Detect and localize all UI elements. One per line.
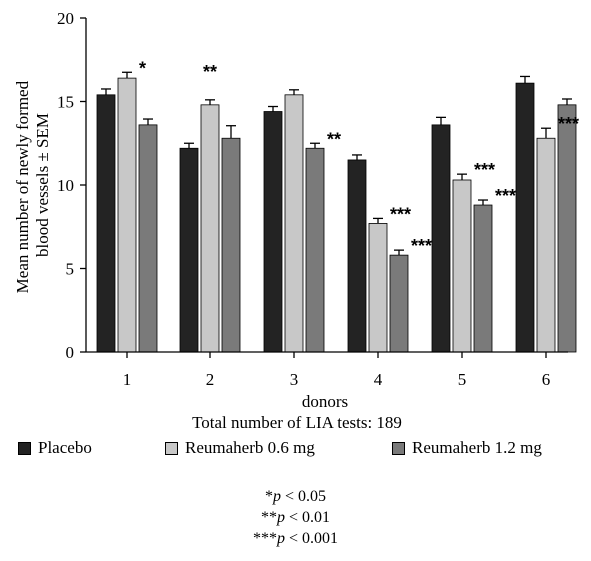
significance-label: ** [203, 62, 217, 82]
y-axis-label-line-1: Mean number of newly formed [13, 80, 32, 293]
legend-swatch-reumaherb-12 [392, 441, 405, 455]
bar-donor6-series1 [536, 137, 556, 353]
bar-donor2-series1 [200, 104, 220, 353]
x-tick-label: 3 [290, 370, 299, 389]
x-ticks-group: 1 2 3 4 5 6 [123, 352, 551, 389]
footnote-p0001: ***p < 0.001 [252, 530, 339, 547]
chart-subtitle: Total number of LIA tests: 189 [192, 413, 402, 432]
significance-label: *** [495, 186, 516, 206]
bar-donor5-series2 [473, 204, 493, 353]
significance-label: *** [558, 114, 579, 134]
bar-donor4-series1 [368, 223, 388, 353]
significance-label: *** [411, 236, 432, 256]
legend-swatch-placebo [18, 441, 31, 455]
bar-donor2-series2 [221, 137, 241, 353]
bar-donor3-series2 [305, 147, 325, 353]
legend-label-reumaherb-12: Reumaherb 1.2 mg [412, 438, 542, 457]
y-tick-label: 20 [57, 9, 74, 28]
bar-donor2-series0 [179, 147, 199, 353]
x-tick-label: 6 [542, 370, 551, 389]
y-tick-label: 10 [57, 176, 74, 195]
significance-group: * ******************* [139, 58, 579, 256]
y-axis-label: Mean number of newly formed blood vessel… [13, 77, 52, 294]
x-axis-label: donors [302, 392, 348, 411]
significance-label: ** [327, 129, 341, 149]
y-tick-label: 5 [66, 260, 75, 279]
y-ticks-group: 0 5 10 15 20 [57, 9, 86, 362]
significance-label: *** [474, 160, 495, 180]
x-tick-label: 1 [123, 370, 132, 389]
bar-donor6-series0 [515, 82, 535, 353]
significance-label: *** [390, 204, 411, 224]
bar-donor5-series0 [431, 124, 451, 353]
y-axis-label-line-2: blood vessels ± SEM [33, 113, 52, 257]
legend: Placebo Reumaherb 0.6 mg Reumaherb 1.2 m… [0, 438, 591, 462]
y-tick-label: 15 [57, 93, 74, 112]
bar-donor1-series0 [96, 94, 116, 353]
x-tick-label: 5 [458, 370, 467, 389]
bar-donor3-series0 [263, 111, 283, 353]
legend-label-placebo: Placebo [38, 438, 92, 457]
bar-donor4-series0 [347, 159, 367, 353]
x-tick-label: 4 [374, 370, 383, 389]
legend-item-placebo: Placebo [18, 438, 92, 458]
footnote-p005: *p < 0.05 [264, 488, 327, 505]
bar-donor1-series2 [138, 124, 158, 353]
bars-group [96, 77, 577, 353]
significance-footnotes: *p < 0.05 **p < 0.01 ***p < 0.001 [0, 486, 591, 549]
legend-label-reumaherb-06: Reumaherb 0.6 mg [185, 438, 315, 457]
bar-donor1-series1 [117, 77, 137, 353]
bar-donor4-series2 [389, 254, 409, 353]
legend-swatch-reumaherb-06 [165, 441, 178, 455]
legend-item-reumaherb-06: Reumaherb 0.6 mg [165, 438, 315, 458]
bar-donor5-series1 [452, 179, 472, 353]
x-tick-label: 2 [206, 370, 215, 389]
bar-donor6-series2 [557, 104, 577, 353]
error-bars-group [101, 71, 572, 256]
bar-donor3-series1 [284, 94, 304, 353]
footnote-p001: **p < 0.01 [260, 509, 331, 526]
y-tick-label: 0 [66, 343, 75, 362]
significance-label: * [139, 58, 146, 78]
legend-item-reumaherb-12: Reumaherb 1.2 mg [392, 438, 542, 458]
